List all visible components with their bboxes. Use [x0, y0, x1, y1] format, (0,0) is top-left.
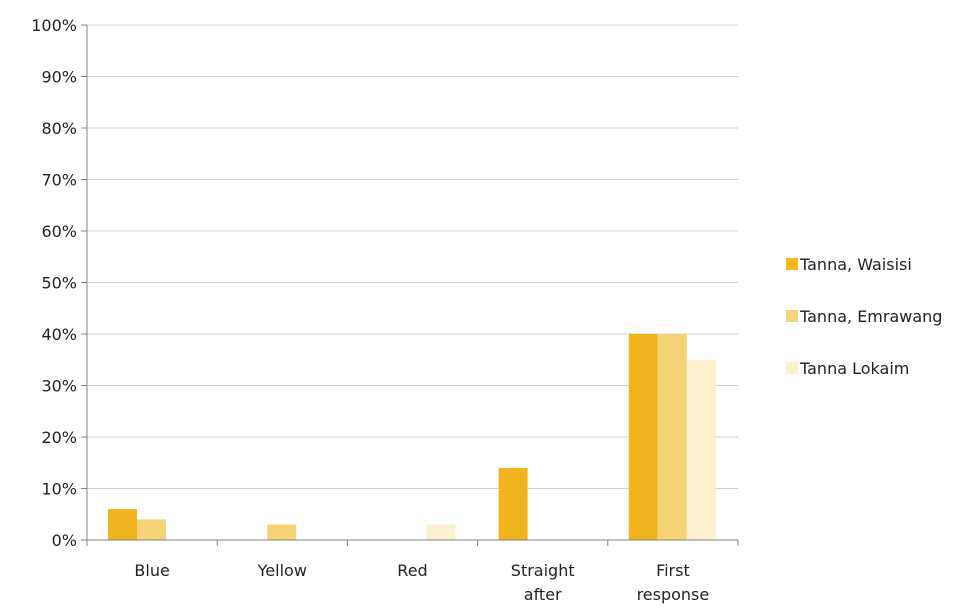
bar — [426, 524, 456, 540]
legend-swatch — [786, 258, 798, 270]
bar — [108, 509, 137, 540]
bar — [686, 359, 716, 540]
y-tick-label: 70% — [41, 171, 77, 190]
y-tick-label: 40% — [41, 325, 77, 344]
bar — [137, 519, 166, 540]
x-axis-category-labels: Blue Yellow Red Straight after First response — [134, 561, 709, 604]
legend-label: Tanna Lokaim — [799, 359, 909, 378]
y-tick-label: 0% — [52, 531, 77, 550]
y-tick-label: 90% — [41, 68, 77, 87]
y-tick-label: 30% — [41, 377, 77, 396]
legend: Tanna, Waisisi Tanna, Emrawang Tanna Lokai… — [786, 255, 942, 378]
bars — [108, 334, 716, 540]
axes — [81, 24, 739, 546]
y-tick-label: 100% — [31, 16, 77, 35]
x-category-label: Blue — [134, 561, 169, 580]
bar — [628, 334, 658, 540]
bar — [267, 524, 297, 540]
legend-label: Tanna, Waisisi — [799, 255, 912, 274]
y-tick-label: 20% — [41, 428, 77, 447]
y-tick-label: 10% — [41, 480, 77, 499]
y-tick-label: 50% — [41, 274, 77, 293]
legend-swatch — [786, 362, 798, 374]
bar — [498, 467, 528, 540]
y-tick-label: 80% — [41, 119, 77, 138]
y-axis-tick-labels: 0% 10% 20% 30% 40% 50% 60% 70% 80% 90% 100% — [31, 16, 77, 550]
x-category-label: First response — [637, 561, 710, 604]
x-category-label: Straight after — [511, 561, 575, 604]
x-category-label: Red — [397, 561, 427, 580]
legend-swatch — [786, 310, 798, 322]
legend-label: Tanna, Emrawang — [799, 307, 942, 326]
bar — [657, 334, 687, 540]
y-tick-label: 60% — [41, 222, 77, 241]
x-category-label: Yellow — [257, 561, 307, 580]
gridlines — [87, 24, 738, 489]
